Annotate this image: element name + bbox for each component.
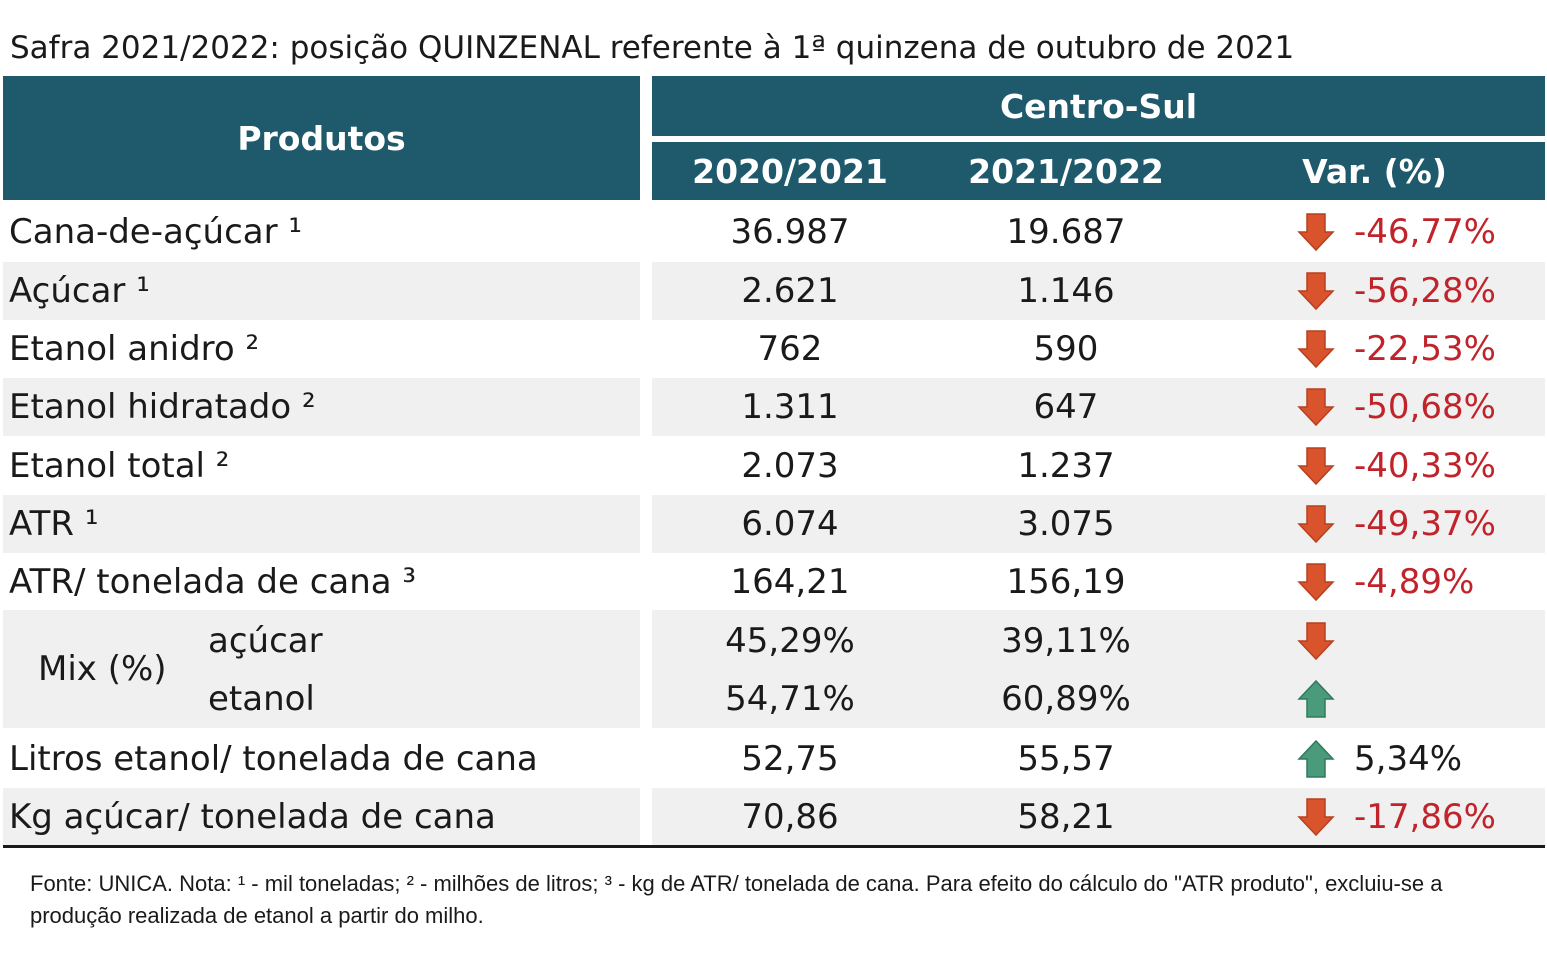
row-variation: 5,34% <box>1354 739 1463 779</box>
row-product: Cana-de-açúcar ¹ <box>9 212 303 252</box>
row-variation: -50,68% <box>1354 387 1496 427</box>
table-row: ATR ¹ 6.074 3.075 -49,37% <box>0 495 1547 553</box>
row-variation: -4,89% <box>1354 562 1475 602</box>
up-arrow-icon <box>1296 670 1336 728</box>
mix-row-etanol: etanol 54,71% 60,89% <box>0 670 1547 728</box>
row-product: Açúcar ¹ <box>9 271 150 311</box>
row-value-2021: 55,57 <box>1017 739 1115 779</box>
row-value-2021: 1.237 <box>1017 446 1115 486</box>
table-row: Litros etanol/ tonelada de cana 52,75 55… <box>0 730 1547 788</box>
row-variation: -46,77% <box>1354 212 1496 252</box>
down-arrow-icon <box>1296 262 1336 320</box>
row-variation: -56,28% <box>1354 271 1496 311</box>
row-value-2021: 58,21 <box>1017 797 1115 837</box>
down-arrow-icon <box>1296 437 1336 495</box>
header-col-var: Var. (%) <box>1302 151 1447 191</box>
row-product: ATR ¹ <box>9 504 99 544</box>
page-title: Safra 2021/2022: posição QUINZENAL refer… <box>10 30 1295 66</box>
row-value-2020: 1.311 <box>741 387 839 427</box>
mix-value-2021: 60,89% <box>1001 679 1131 719</box>
table-row: Cana-de-açúcar ¹ 36.987 19.687 -46,77% <box>0 203 1547 261</box>
row-value-2020: 2.073 <box>741 446 839 486</box>
row-variation: -40,33% <box>1354 446 1496 486</box>
row-value-2021: 156,19 <box>1006 562 1126 602</box>
row-value-2021: 1.146 <box>1017 271 1115 311</box>
mix-value-2021: 39,11% <box>1001 621 1131 661</box>
table-row: Etanol total ² 2.073 1.237 -40,33% <box>0 437 1547 495</box>
row-value-2020: 164,21 <box>730 562 850 602</box>
mix-row-acucar: açúcar 45,29% 39,11% <box>0 612 1547 670</box>
down-arrow-icon <box>1296 612 1336 670</box>
table-row: Açúcar ¹ 2.621 1.146 -56,28% <box>0 262 1547 320</box>
down-arrow-icon <box>1296 203 1336 261</box>
row-value-2021: 590 <box>1033 329 1099 369</box>
mix-product: etanol <box>208 679 315 719</box>
table-row: ATR/ tonelada de cana ³ 164,21 156,19 -4… <box>0 553 1547 611</box>
mix-value-2020: 45,29% <box>725 621 855 661</box>
up-arrow-icon <box>1296 730 1336 788</box>
mix-value-2020: 54,71% <box>725 679 855 719</box>
header-col-2021-2022: 2021/2022 <box>968 151 1164 191</box>
row-product: Etanol anidro ² <box>9 329 260 369</box>
row-value-2020: 6.074 <box>741 504 839 544</box>
header-col-2020-2021: 2020/2021 <box>692 151 888 191</box>
down-arrow-icon <box>1296 320 1336 378</box>
row-value-2020: 70,86 <box>741 797 839 837</box>
table-row: Etanol hidratado ² 1.311 647 -50,68% <box>0 378 1547 436</box>
row-value-2020: 52,75 <box>741 739 839 779</box>
row-value-2021: 3.075 <box>1017 504 1115 544</box>
footnote: Fonte: UNICA. Nota: ¹ - mil toneladas; ²… <box>30 871 1443 928</box>
header-produtos: Produtos <box>3 76 640 200</box>
table-row: Etanol anidro ² 762 590 -22,53% <box>0 320 1547 378</box>
down-arrow-icon <box>1296 495 1336 553</box>
row-value-2020: 2.621 <box>741 271 839 311</box>
table-row: Kg açúcar/ tonelada de cana 70,86 58,21 … <box>0 788 1547 846</box>
header-region: Centro-Sul <box>652 76 1545 136</box>
mix-label: Mix (%) <box>38 649 167 689</box>
row-product: Litros etanol/ tonelada de cana <box>9 739 538 779</box>
row-value-2021: 19.687 <box>1006 212 1126 252</box>
down-arrow-icon <box>1296 378 1336 436</box>
down-arrow-icon <box>1296 553 1336 611</box>
row-value-2021: 647 <box>1033 387 1099 427</box>
row-variation: -49,37% <box>1354 504 1496 544</box>
row-product: Etanol total ² <box>9 446 230 486</box>
mix-block: Mix (%) açúcar 45,29% 39,11% etanol 54,7… <box>0 610 1547 728</box>
row-product: Kg açúcar/ tonelada de cana <box>9 797 496 837</box>
row-value-2020: 36.987 <box>730 212 850 252</box>
row-product: Etanol hidratado ² <box>9 387 316 427</box>
row-value-2020: 762 <box>757 329 823 369</box>
down-arrow-icon <box>1296 788 1336 846</box>
row-variation: -17,86% <box>1354 797 1496 837</box>
table-bottom-border <box>3 845 1545 848</box>
header-columns: 2020/2021 2021/2022 Var. (%) <box>652 142 1545 200</box>
mix-product: açúcar <box>208 621 323 661</box>
row-variation: -22,53% <box>1354 329 1496 369</box>
row-product: ATR/ tonelada de cana ³ <box>9 562 417 602</box>
